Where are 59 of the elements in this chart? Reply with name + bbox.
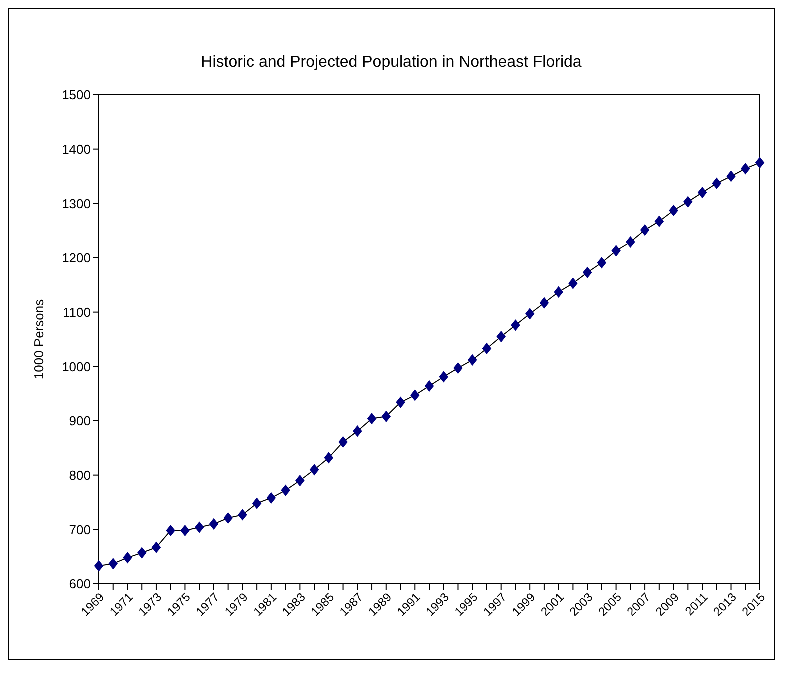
y-tick-label: 600 [69, 576, 91, 592]
point [712, 178, 722, 190]
point [296, 475, 305, 486]
point [425, 380, 434, 392]
point [266, 492, 276, 504]
point [123, 552, 132, 564]
chart-title: Historic and Projected Population in Northeast Florida [200, 54, 583, 73]
point [511, 320, 520, 331]
y-tick-label: 1100 [63, 304, 91, 320]
point [94, 560, 104, 572]
point [454, 362, 463, 374]
point [180, 525, 190, 536]
point [138, 548, 147, 559]
point [612, 245, 621, 256]
point [640, 224, 650, 236]
point [152, 542, 161, 554]
point [741, 163, 750, 174]
point [496, 331, 506, 342]
point [756, 157, 764, 168]
point [224, 512, 233, 524]
point [368, 413, 377, 424]
point [439, 371, 448, 382]
point [382, 411, 391, 422]
point [526, 308, 535, 320]
point [410, 390, 420, 401]
point [726, 171, 736, 182]
y-axis-title: 1000 Persons [32, 298, 47, 380]
y-tick-label: 1500 [62, 88, 91, 103]
point [626, 236, 636, 248]
y-tick-label: 1200 [62, 250, 91, 266]
point [108, 558, 118, 570]
point [310, 464, 320, 476]
point [597, 257, 606, 268]
point [338, 436, 348, 448]
point [324, 452, 334, 464]
point [482, 343, 492, 354]
point [554, 286, 564, 298]
point [353, 426, 362, 437]
y-tick-label: 1400 [62, 142, 91, 157]
point [669, 205, 678, 216]
point [698, 187, 708, 198]
point [166, 525, 176, 536]
point [568, 278, 578, 290]
point [252, 498, 262, 510]
y-tick-label: 700 [69, 522, 91, 538]
point [396, 397, 406, 408]
point [583, 267, 592, 278]
point [281, 485, 290, 496]
y-tick-label: 900 [69, 414, 91, 429]
point [468, 354, 478, 366]
point [209, 518, 218, 530]
point [195, 522, 204, 533]
point [684, 196, 693, 208]
point [238, 509, 248, 520]
y-tick-label: 1000 [62, 359, 91, 374]
y-tick-label: 800 [69, 468, 91, 483]
point [540, 298, 549, 309]
point [654, 216, 664, 228]
y-tick-label: 1300 [62, 196, 91, 212]
